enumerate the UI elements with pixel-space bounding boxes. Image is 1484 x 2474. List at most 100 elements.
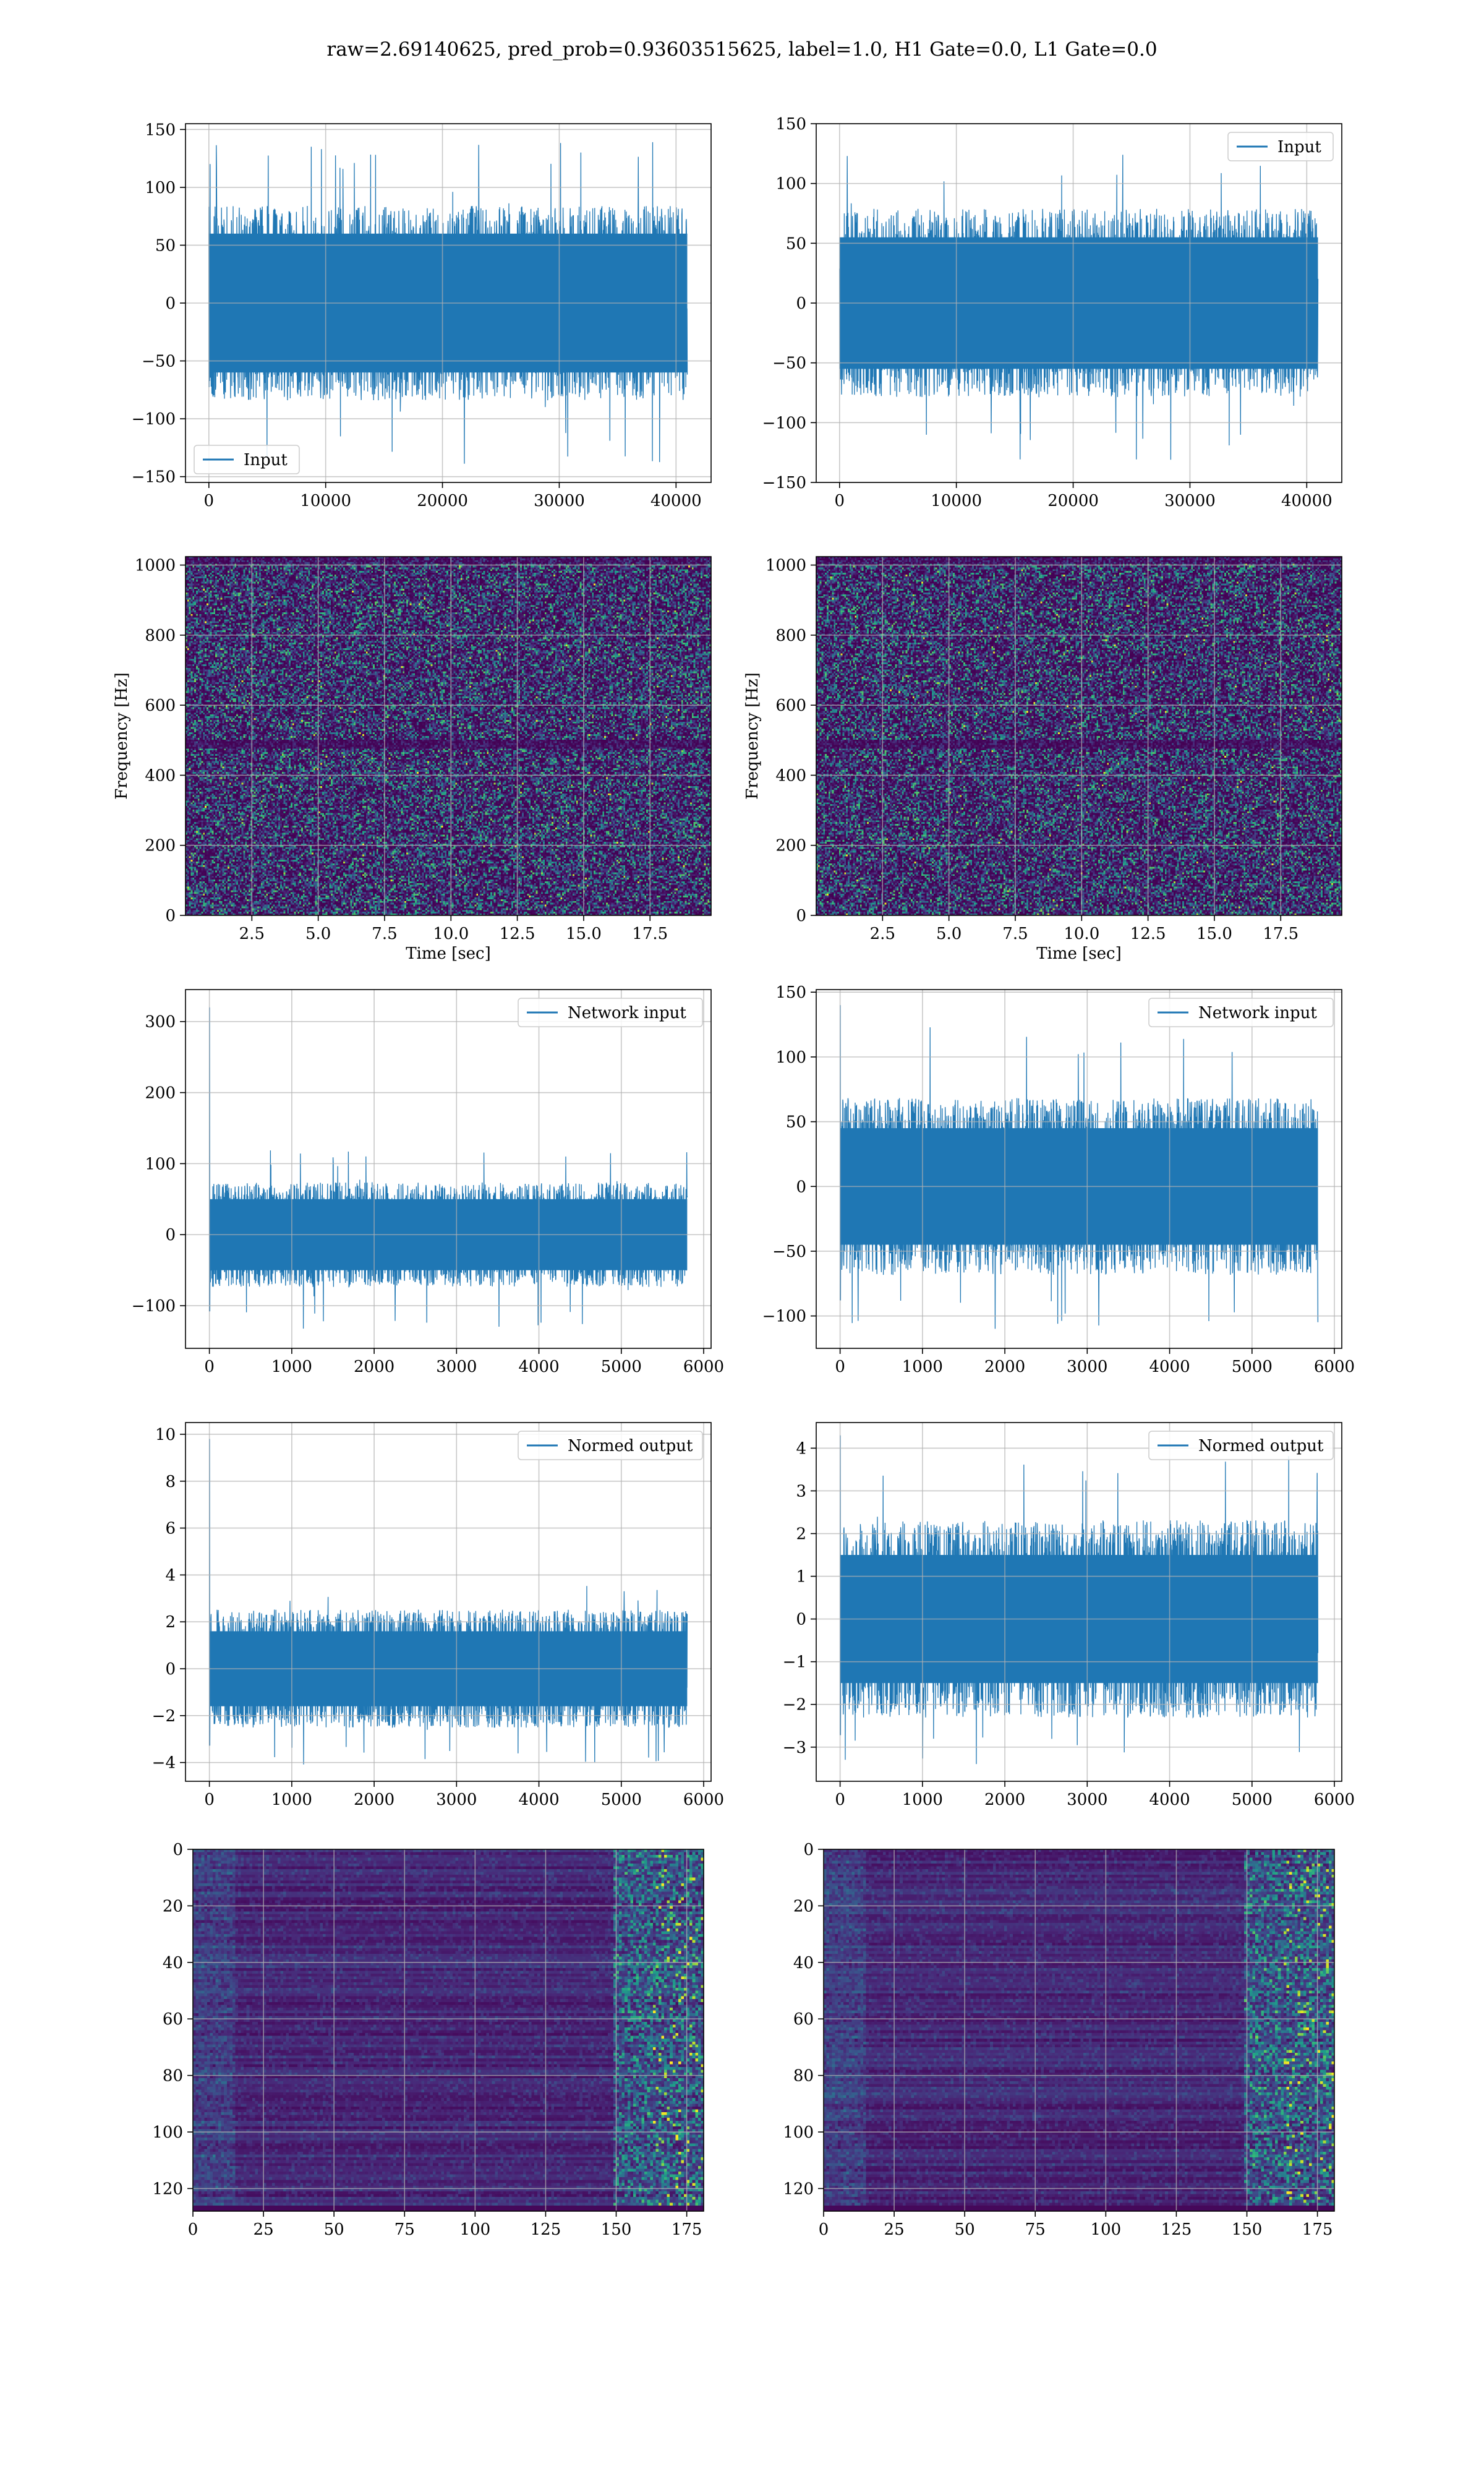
x-tick-label: 4000 [518,1358,559,1376]
x-tick-label: 5.0 [936,925,962,943]
y-tick-label: 100 [775,1048,806,1067]
y-tick-label: −100 [132,1297,176,1316]
y-tick-label: 150 [775,115,806,134]
x-tick-label: 10000 [931,492,982,510]
y-tick-label: −100 [762,414,806,432]
x-tick-label: 1000 [902,1791,943,1809]
x-tick-label: 75 [1025,2220,1046,2239]
x-tick-label: 2000 [984,1791,1025,1809]
y-tick-label: −4 [152,1754,176,1773]
feat-h1-chart: 0 25 50 75 100 125 150 175 0 20 40 60 80 100 120 [152,1841,704,2239]
spec-h1-heatmap-image [186,557,711,915]
x-tick-label: 40000 [650,492,702,510]
y-tick-label: 400 [145,766,176,785]
netin-h1-chart: 0 1000 2000 3000 4000 5000 6000 −100 0 100 200 300 N… [132,989,724,1376]
spec-l1-heatmap-image [816,557,1342,915]
y-tick-label: 0 [165,1660,176,1679]
x-tick-label: 2000 [984,1358,1025,1376]
legend-label: Network input [1198,1004,1317,1022]
netin-l1-chart: 0 1000 2000 3000 4000 5000 6000 −100 −50 0 50 100 15… [762,983,1355,1376]
y-tick-label: −150 [762,474,806,492]
x-tick-label: 17.5 [1263,925,1298,943]
x-tick-label: 10000 [300,492,351,510]
y-tick-label: 50 [786,1113,806,1132]
y-tick-label: 120 [783,2180,814,2198]
y-tick-label: 50 [155,236,176,255]
legend-label: Network input [568,1004,686,1022]
x-tick-label: 5000 [601,1791,642,1809]
legend-label: Input [1277,138,1321,156]
x-tick-label: 150 [1232,2220,1263,2239]
y-tick-label: 60 [163,2010,183,2029]
input-h1-chart: 0 10000 20000 30000 40000 −150 −100 −50 0 50 100 15… [132,121,712,510]
y-tick-label: 0 [796,1611,806,1629]
y-tick-label: 150 [775,983,806,1002]
y-tick-label: −150 [132,468,176,487]
x-axis-label: Time [sec] [406,944,491,963]
x-tick-label: 25 [884,2220,905,2239]
y-tick-label: 6 [165,1520,176,1538]
y-tick-label: 100 [783,2123,814,2142]
y-tick-label: −50 [772,1243,806,1261]
x-tick-label: 30000 [1164,492,1216,510]
y-tick-label: 400 [775,766,806,785]
feat-h1-heatmap-image [193,1849,704,2211]
x-tick-label: 3000 [1067,1791,1107,1809]
legend-label: Normed output [568,1437,693,1455]
x-tick-label: 50 [955,2220,975,2239]
x-tick-label: 2.5 [239,925,265,943]
x-tick-label: 4000 [1149,1791,1190,1809]
x-tick-label: 4000 [518,1791,559,1809]
input-l1-chart: 0 10000 20000 30000 40000 −150 −100 −50 0 50 100 15… [762,115,1342,510]
y-tick-label: 2 [165,1613,176,1632]
y-tick-label: 1000 [765,557,806,575]
x-tick-label: 0 [188,2220,198,2239]
y-tick-label: 1000 [135,557,176,575]
y-tick-label: 60 [793,2010,814,2029]
x-tick-label: 2.5 [870,925,895,943]
x-tick-label: 6000 [683,1358,724,1376]
spec-l1-chart: 2.5 5.0 7.5 10.0 12.5 15.0 17.5 0 200 400 600 800 10… [743,556,1342,963]
normed-l1-legend: Normed output [1148,1431,1334,1460]
y-tick-label: −1 [783,1653,806,1672]
y-tick-label: −100 [132,410,176,429]
y-tick-label: 200 [145,837,176,855]
feat-l1-heatmap-image [824,1849,1334,2211]
y-tick-label: 50 [786,234,806,253]
y-tick-label: 40 [793,1954,814,1972]
x-tick-label: 0 [819,2220,829,2239]
y-tick-label: 0 [796,294,806,313]
y-tick-label: 0 [165,294,176,313]
y-tick-label: 600 [775,696,806,715]
x-tick-label: 0 [204,1791,215,1809]
y-tick-label: 0 [803,1841,814,1859]
x-tick-label: 6000 [683,1791,724,1809]
x-tick-label: 40000 [1281,492,1333,510]
feat-l1-chart: 0 25 50 75 100 125 150 175 0 20 40 60 80 100 120 [783,1841,1335,2239]
x-tick-label: 5.0 [305,925,331,943]
y-tick-label: −50 [772,354,806,373]
netin-h1-series-network-input [208,1007,688,1329]
x-tick-label: 100 [1091,2220,1122,2239]
figure-title: raw=2.69140625, pred_prob=0.93603515625,… [326,38,1158,61]
x-tick-label: 5000 [1232,1791,1273,1809]
normed-h1-axes-frame [185,1422,712,1782]
y-tick-label: 8 [165,1473,176,1491]
y-tick-label: 100 [775,175,806,194]
x-tick-label: 175 [1302,2220,1333,2239]
normed-l1-axes-frame [816,1422,1342,1782]
x-tick-label: 50 [324,2220,344,2239]
y-tick-label: 10 [155,1426,176,1444]
x-tick-label: 125 [1161,2220,1192,2239]
x-tick-label: 12.5 [1130,925,1166,943]
y-tick-label: 200 [775,837,806,855]
x-tick-label: 2000 [354,1358,394,1376]
netin-l1-legend: Network input [1148,998,1334,1027]
y-tick-label: 0 [165,907,176,925]
x-tick-label: 10.0 [433,925,469,943]
x-tick-label: 6000 [1314,1358,1355,1376]
y-tick-label: 0 [796,907,806,925]
y-tick-label: −2 [783,1696,806,1714]
x-tick-label: 1000 [271,1791,312,1809]
